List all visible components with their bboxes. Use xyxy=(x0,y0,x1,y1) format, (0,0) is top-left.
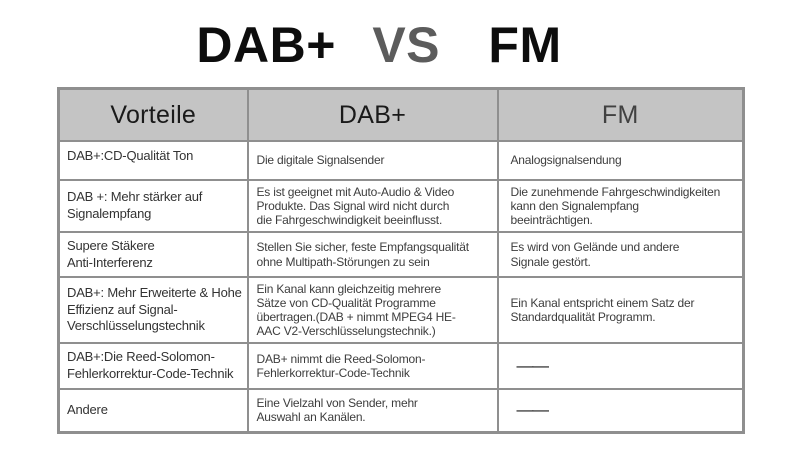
cell-fm: Analogsignalsendung xyxy=(496,140,745,181)
cell-vorteile: DAB+:Die Reed-Solomon- Fehlerkorrektur-C… xyxy=(57,342,249,390)
cell-text: Die zunehmende Fahrgeschwindigkeiten kan… xyxy=(510,184,721,228)
cell-vorteile: DAB+:CD-Qualität Ton xyxy=(57,140,249,181)
cell-vorteile: DAB +: Mehr stärker auf Signalempfang xyxy=(57,179,249,233)
cell-text: Supere Stäkere Anti-Interferenz xyxy=(67,237,155,270)
table-row: DAB+:CD-Qualität Ton Die digitale Signal… xyxy=(57,140,745,181)
cell-dab: Es ist geeignet mit Auto-Audio & Video P… xyxy=(246,179,499,233)
page-title: DAB+ VS FM xyxy=(0,16,758,74)
comparison-table: Vorteile DAB+ FM DAB+:CD-Qualität Ton Di… xyxy=(57,87,745,434)
title-fm: FM xyxy=(488,17,562,73)
column-header-dab: DAB+ xyxy=(246,87,499,142)
cell-text: DAB +: Mehr stärker auf Signalempfang xyxy=(67,189,203,221)
cell-fm: —— xyxy=(496,342,745,390)
cell-fm: Die zunehmende Fahrgeschwindigkeiten kan… xyxy=(496,179,745,233)
cell-text: Eine Vielzahl von Sender, mehr Auswahl a… xyxy=(256,396,418,425)
cell-text: Andere xyxy=(67,401,108,417)
cell-text: Stellen Sie sicher, feste Empfangsqualit… xyxy=(256,240,470,269)
cell-vorteile: Supere Stäkere Anti-Interferenz xyxy=(57,231,249,278)
column-header-fm: FM xyxy=(496,87,745,142)
dash-placeholder: —— xyxy=(516,355,550,375)
cell-text: DAB+:Die Reed-Solomon- Fehlerkorrektur-C… xyxy=(67,349,234,381)
cell-dab: Stellen Sie sicher, feste Empfangsqualit… xyxy=(246,231,499,278)
table-row: Andere Eine Vielzahl von Sender, mehr Au… xyxy=(57,388,745,433)
table-row: DAB+:Die Reed-Solomon- Fehlerkorrektur-C… xyxy=(57,342,745,390)
cell-fm: Es wird von Gelände und andere Signale g… xyxy=(496,231,745,278)
title-dab: DAB+ xyxy=(196,17,336,73)
cell-vorteile: Andere xyxy=(57,388,249,433)
cell-text: DAB+: Mehr Erweiterte & Hohe Effizienz a… xyxy=(67,284,242,334)
cell-text: Ein Kanal entspricht einem Satz der Stan… xyxy=(510,295,695,324)
cell-text: DAB+ nimmt die Reed-Solomon- Fehlerkorre… xyxy=(256,351,426,380)
table-row: DAB+: Mehr Erweiterte & Hohe Effizienz a… xyxy=(57,276,745,344)
cell-text: Es ist geeignet mit Auto-Audio & Video P… xyxy=(256,184,455,228)
title-vs: VS xyxy=(372,17,441,73)
cell-text: DAB+:CD-Qualität Ton xyxy=(67,148,194,163)
cell-fm: Ein Kanal entspricht einem Satz der Stan… xyxy=(496,276,745,344)
table-row: DAB +: Mehr stärker auf Signalempfang Es… xyxy=(57,179,745,233)
cell-text: Analogsignalsendung xyxy=(510,153,622,168)
column-header-vorteile: Vorteile xyxy=(57,87,249,142)
cell-text: Es wird von Gelände und andere Signale g… xyxy=(510,240,680,269)
cell-fm: —— xyxy=(496,388,745,433)
header-row: Vorteile DAB+ FM xyxy=(57,87,745,142)
cell-dab: Ein Kanal kann gleichzeitig mehrere Sätz… xyxy=(246,276,499,344)
cell-dab: Eine Vielzahl von Sender, mehr Auswahl a… xyxy=(246,388,499,433)
cell-dab: DAB+ nimmt die Reed-Solomon- Fehlerkorre… xyxy=(246,342,499,390)
cell-text: Die digitale Signalsender xyxy=(256,153,385,168)
cell-vorteile: DAB+: Mehr Erweiterte & Hohe Effizienz a… xyxy=(57,276,249,344)
dash-placeholder: —— xyxy=(516,400,550,420)
cell-dab: Die digitale Signalsender xyxy=(246,140,499,181)
table-row: Supere Stäkere Anti-Interferenz Stellen … xyxy=(57,231,745,278)
cell-text: Ein Kanal kann gleichzeitig mehrere Sätz… xyxy=(256,281,456,339)
